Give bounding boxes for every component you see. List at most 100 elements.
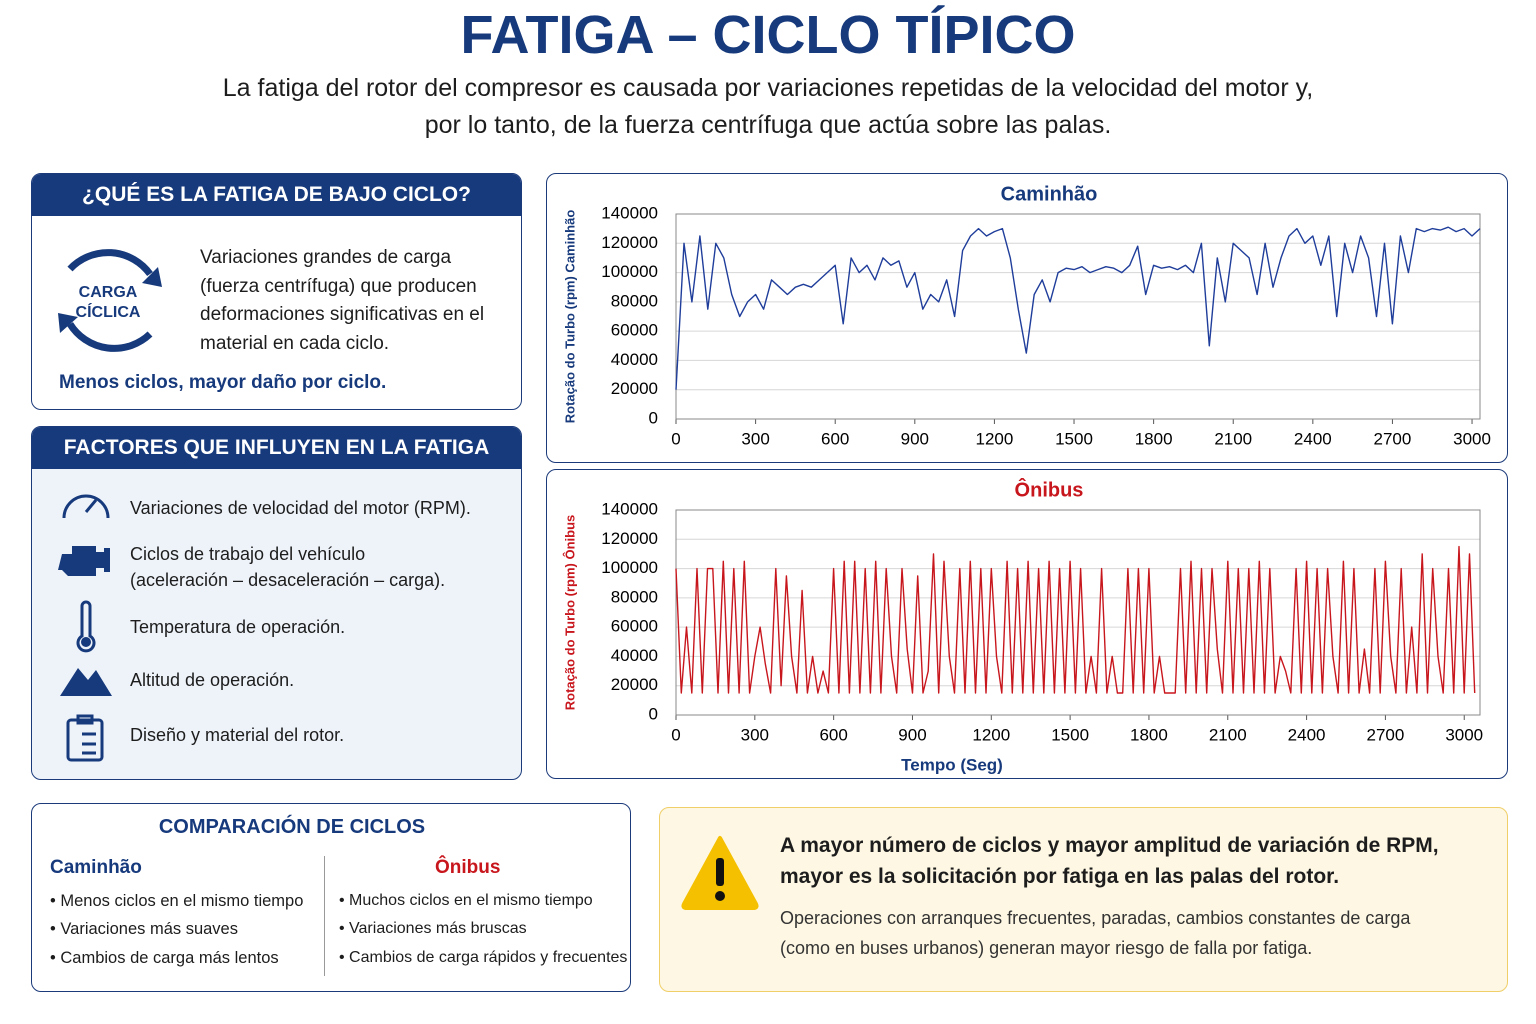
column-title: Caminhão [50,857,142,878]
chart: Ônibus Rotação do Turbo (rpm) Ônibus 0 2000… [562,477,1483,774]
y-tick-label: 60000 [611,321,658,340]
warning-heading: A mayor número de ciclos y mayor amplitu… [780,830,1439,892]
factors-panel: FACTORES QUE INFLUYEN EN LA FATIGA Varia… [31,426,522,780]
factor-item: Ciclos de trabajo del vehículo (aceleraci… [130,541,445,593]
x-tick-label: 1200 [976,429,1014,448]
chart-title: Ônibus [1015,477,1084,501]
cycle-arrow [67,249,153,277]
panel-title: FACTORES QUE INFLUYEN EN LA FATIGA [32,427,521,469]
comparison-column: Caminhão • Menos ciclos en el mismo tiem… [50,854,303,972]
x-tick-label: 300 [741,429,769,448]
x-tick-label: 0 [671,429,680,448]
x-tick-label: 2100 [1209,725,1247,744]
x-tick-label: 2100 [1214,429,1252,448]
text-line: Altitud de operación. [130,670,295,690]
text-line: material en cada ciclo. [200,332,390,354]
warning-text: Operaciones con arranques frecuentes, pa… [780,903,1410,963]
panel-title: ¿QUÉ ES LA FATIGA DE BAJO CICLO? [32,174,521,216]
x-tick-label: 2400 [1288,725,1326,744]
chart-panel: Caminhão Rotação do Turbo (rpm) Caminhão 0… [546,173,1508,463]
x-tick-label: 1800 [1135,429,1173,448]
x-tick-label: 3000 [1445,725,1483,744]
badge-text: CARGA [79,284,138,301]
text-line: Variaciones grandes de carga [200,247,452,268]
factor-icons [58,494,112,762]
list-item: • Menos ciclos en el mismo tiempo [50,891,304,910]
comparison-column: Ônibus • Muchos ciclos en el mismo tiemp… [339,854,627,972]
divider [324,856,325,976]
item-text: Muchos ciclos en el mismo tiempo [349,891,593,909]
y-tick-label: 120000 [601,529,658,548]
arrow-head [58,313,78,333]
x-tick-label: 600 [819,725,847,744]
y-tick-label: 20000 [611,675,658,694]
factor-item: Diseño y material del rotor. [130,722,344,748]
y-tick-label: 100000 [601,262,658,281]
text-line: Operaciones con arranques frecuentes, pa… [780,908,1411,928]
warning-panel: A mayor número de ciclos y mayor amplitu… [659,807,1508,992]
badge-text: CÍCLICA [76,302,141,321]
list-item: • Cambios de carga rápidos y frecuentes [339,948,628,966]
x-tick-label: 1500 [1051,725,1089,744]
x-tick-label: 2400 [1294,429,1332,448]
y-tick-label: 20000 [611,379,658,398]
list-item: • Muchos ciclos en el mismo tiempo [339,891,593,909]
y-axis-label: Rotação do Turbo (rpm) Caminhão [562,210,577,424]
plot-frame [675,509,1481,716]
subtitle: La fatiga del rotor del compresor es cau… [0,70,1536,144]
subtitle-line: La fatiga del rotor del compresor es cau… [222,74,1314,102]
factor-item: Variaciones de velocidad del motor (RPM)… [130,495,471,521]
data-line [675,545,1476,694]
text-line: A mayor número de ciclos y mayor amplitu… [780,834,1439,857]
item-text: Variaciones más bruscas [349,920,527,937]
item-text: Cambios de carga más lentos [60,948,279,967]
text-line: (como en buses urbanos) generan mayor ri… [780,938,1313,958]
text-line: mayor es la solicitación por fatiga en l… [780,865,1340,888]
x-tick-label: 1200 [972,725,1010,744]
chart-title: Caminhão [1001,183,1098,205]
gauge-icon [62,494,110,519]
arrow-head [142,267,162,287]
clipboard-icon [66,714,104,762]
x-tick-label: 300 [741,725,769,744]
thermometer-icon [76,600,96,653]
item-text: Menos ciclos en el mismo tiempo [60,891,304,910]
subtitle-line: por lo tanto, de la fuerza centrífuga qu… [424,111,1112,139]
warning-icon [681,836,759,910]
low-cycle-text: Variaciones grandes de carga (fuerza cen… [200,244,484,358]
y-tick-label: 40000 [611,646,658,665]
exclamation-dot [715,891,725,901]
comparison-panel: COMPARACIÓN DE CICLOS Caminhão • Menos c… [31,803,631,992]
y-tick-label: 80000 [611,291,658,310]
cycle-arrow [67,322,153,352]
x-tick-label: 900 [901,429,929,448]
item-text: Variaciones más suaves [60,920,238,938]
emphasis: Menos ciclos, mayor daño por ciclo. [59,372,387,393]
item-text: Cambios de carga rápidos y frecuentes [349,948,628,966]
exclamation [716,858,724,886]
x-tick-label: 1500 [1055,429,1093,448]
y-tick-label: 120000 [601,233,658,252]
text-line: Temperatura de operación. [130,617,346,637]
text-line: Variaciones de velocidad del motor (RPM)… [130,498,471,518]
column-title: Ônibus [435,857,501,878]
comparison-title: COMPARACIÓN DE CICLOS [158,816,426,838]
y-tick-label: 0 [649,408,658,427]
chart-panel: Ônibus Rotação do Turbo (rpm) Ônibus 0 2000… [546,469,1508,779]
y-axis-label: Rotação do Turbo (rpm) Ônibus [562,515,577,710]
engine-icon [58,546,110,576]
list-item: • Variaciones más bruscas [339,920,527,937]
y-tick-label: 100000 [601,558,658,577]
y-tick-label: 80000 [611,587,658,606]
page-title: FATIGA – CICLO TÍPICO [460,5,1076,65]
text-line: Diseño y material del rotor. [130,725,345,745]
y-tick-label: 140000 [601,499,658,518]
chart: Caminhão Rotação do Turbo (rpm) Caminhão 0… [562,183,1491,448]
x-tick-label: 3000 [1453,429,1491,448]
data-line [675,226,1481,390]
y-tick-label: 40000 [611,350,658,369]
list-item: • Cambios de carga más lentos [50,948,279,967]
x-tick-label: 2700 [1374,429,1412,448]
text-line: Ciclos de trabajo del vehículo [130,544,366,564]
